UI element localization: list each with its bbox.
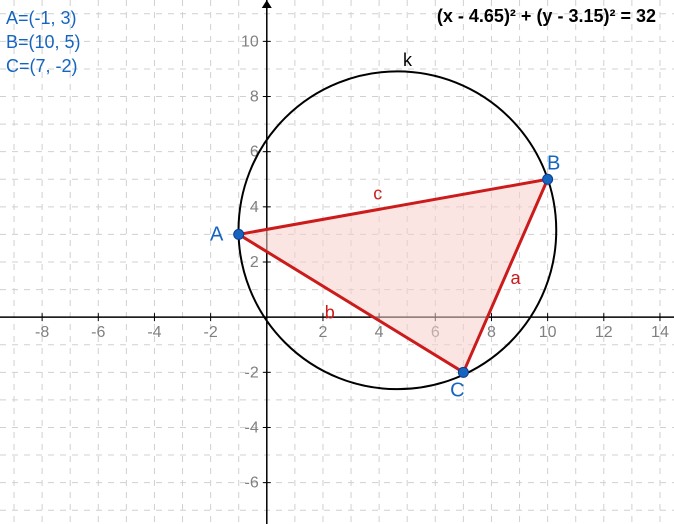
svg-text:8: 8 — [487, 324, 496, 341]
side-label-c: c — [373, 184, 382, 204]
side-label-a: a — [510, 268, 521, 288]
point-def-b: B=(10, 5) — [6, 30, 81, 54]
vertex-b — [543, 174, 553, 184]
circle-equation: (x - 4.65)² + (y - 3.15)² = 32 — [437, 6, 656, 27]
svg-text:-4: -4 — [245, 419, 259, 436]
point-def-c: C=(7, -2) — [6, 54, 81, 78]
plot-svg: -8-6-4-22468101214-6-4-2246810kabcABC — [0, 0, 674, 524]
side-label-b: b — [325, 302, 335, 322]
svg-text:6: 6 — [250, 144, 259, 161]
svg-text:2: 2 — [319, 324, 328, 341]
vertex-label-a: A — [210, 223, 224, 245]
svg-text:2: 2 — [250, 254, 259, 271]
geometry-canvas: -8-6-4-22468101214-6-4-2246810kabcABC A=… — [0, 0, 674, 524]
svg-text:-2: -2 — [204, 324, 218, 341]
svg-text:12: 12 — [595, 324, 613, 341]
svg-text:8: 8 — [250, 89, 259, 106]
svg-text:10: 10 — [241, 33, 259, 50]
svg-text:14: 14 — [651, 324, 669, 341]
svg-text:4: 4 — [375, 324, 384, 341]
vertex-c — [458, 367, 468, 377]
svg-text:-8: -8 — [35, 324, 49, 341]
vertex-a — [234, 229, 244, 239]
point-definitions: A=(-1, 3) B=(10, 5) C=(7, -2) — [6, 6, 81, 78]
vertex-label-c: C — [450, 379, 464, 401]
point-def-a: A=(-1, 3) — [6, 6, 81, 30]
circle-label: k — [403, 50, 413, 70]
svg-text:4: 4 — [250, 199, 259, 216]
vertex-label-b: B — [547, 152, 560, 174]
svg-text:-4: -4 — [147, 324, 161, 341]
svg-text:10: 10 — [539, 324, 557, 341]
svg-text:-6: -6 — [245, 475, 259, 492]
svg-text:-2: -2 — [245, 364, 259, 381]
svg-text:-6: -6 — [91, 324, 105, 341]
